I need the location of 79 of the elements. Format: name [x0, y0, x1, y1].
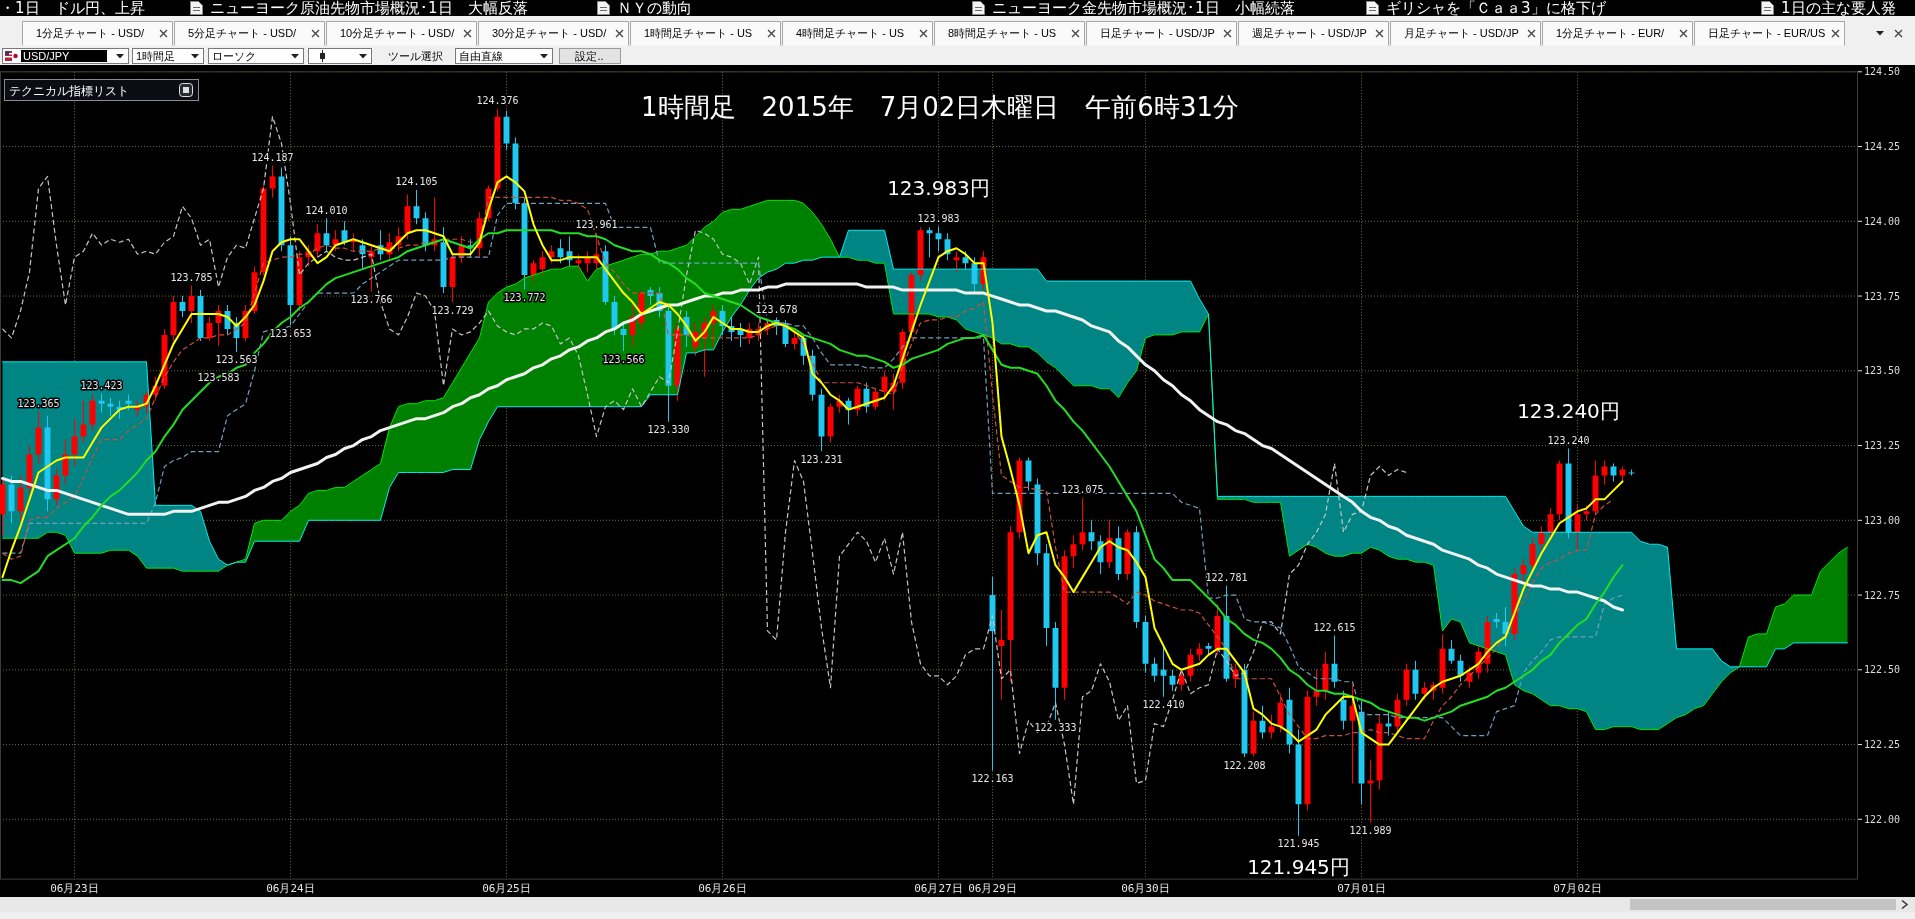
annotation: 123.983 — [917, 212, 960, 224]
text: 月足チャート - USD/JP — [1404, 27, 1519, 39]
x-tick-label: 06月29日 — [968, 882, 1017, 896]
annotation: 123.678 — [755, 304, 798, 316]
annotation: 121.989 — [1349, 825, 1392, 837]
y-tick-label: 122.50 — [1864, 664, 1901, 676]
annotation: 122.163 — [971, 773, 1014, 785]
text: ニューヨーク原油先物市場概況･1日 大幅反落 — [210, 0, 528, 17]
annotation: 123.961 — [575, 219, 618, 231]
text: ニューヨーク金先物市場概況･1日 小幅続落 — [992, 0, 1295, 17]
annotation: 123.983円 — [887, 176, 990, 201]
annotation: 122.781 — [1205, 572, 1248, 584]
y-tick-label: 122.75 — [1864, 589, 1901, 601]
x-tick-label: 06月30日 — [1121, 882, 1170, 896]
y-tick-label: 124.00 — [1864, 215, 1901, 227]
y-tick-label: 122.25 — [1864, 739, 1901, 751]
annotation: 123.330 — [647, 424, 690, 436]
text: 8時間足チャート - US — [948, 27, 1057, 39]
annotation: 121.945 — [1277, 838, 1320, 850]
text: 4時間足チャート - US — [796, 27, 905, 39]
y-tick-label: 122.00 — [1864, 813, 1901, 825]
x-tick-label: 07月01日 — [1337, 882, 1386, 896]
annotation: 121.945円 — [1247, 854, 1350, 879]
annotation: 124.187 — [251, 151, 294, 163]
text: 1時間足 2015年 7月02日木曜日 午前6時31分 — [641, 92, 1239, 122]
y-tick-label: 123.75 — [1864, 290, 1901, 302]
annotation: 123.240 — [1547, 435, 1590, 447]
y-tick-label: 124.25 — [1864, 141, 1901, 153]
text: ・1日 ドル円、上昇 — [0, 0, 145, 17]
x-tick-label: 06月25日 — [482, 882, 531, 896]
annotation: 123.075 — [1061, 484, 1104, 496]
text: 10分足チャート - USD/ — [340, 27, 456, 39]
x-tick-label: 06月23日 — [50, 882, 99, 896]
line-series — [2, 229, 1848, 668]
annotation: 124.010 — [305, 204, 348, 216]
annotation: 123.785 — [170, 272, 213, 284]
text: 30分足チャート - USD/ — [492, 27, 608, 39]
annotation: 123.231 — [800, 453, 843, 465]
text: 5分足チャート - USD/ — [188, 27, 298, 39]
text: 自由直線 — [459, 50, 503, 62]
annotation: 124.105 — [395, 176, 438, 188]
text: 設定.. — [575, 50, 604, 62]
x-tick-label: 06月27日 — [914, 882, 963, 896]
annotation: 122.208 — [1223, 759, 1266, 771]
y-tick-label: 124.50 — [1864, 66, 1901, 78]
y-tick-label: 123.50 — [1864, 365, 1901, 377]
y-tick-label: 123.25 — [1864, 440, 1901, 452]
annotation: 123.423 — [80, 380, 123, 392]
text: 1時間足チャート - US — [644, 27, 753, 39]
x-tick-label: 07月02日 — [1553, 882, 1602, 896]
annotation: 122.410 — [1142, 699, 1185, 711]
text: ツール選択 — [388, 50, 443, 62]
text: 1分足チャート - EUR/ — [1556, 27, 1666, 39]
line-series — [1, 282, 1624, 612]
text: 週足チャート - USD/JP — [1252, 27, 1367, 39]
annotation: 123.365 — [17, 397, 60, 409]
annotation: 122.333 — [1034, 722, 1077, 734]
annotation: 123.729 — [431, 304, 474, 316]
text: 1分足チャート - USD/ — [36, 27, 146, 39]
annotation: テクニカル指標リスト — [9, 84, 129, 98]
text: ギリシャを「Ｃａａ3」に格下げ — [1386, 0, 1607, 17]
annotation: 123.566 — [602, 353, 645, 365]
text: ＮＹの動向 — [617, 0, 692, 17]
text: 1日の主な要人発 — [1781, 0, 1896, 17]
annotation: 123.240円 — [1517, 398, 1620, 423]
annotation: 122.615 — [1313, 621, 1356, 633]
annotation: 123.772 — [503, 291, 546, 303]
text: 1時間足 — [136, 50, 176, 62]
annotation: 124.376 — [476, 95, 519, 107]
x-tick-label: 06月24日 — [266, 882, 315, 896]
text: USD/JPY — [23, 50, 71, 62]
text: 日足チャート - USD/JP — [1100, 27, 1215, 39]
x-tick-label: 06月26日 — [698, 882, 747, 896]
annotation: 123.766 — [350, 293, 393, 305]
candlestick — [998, 610, 1005, 700]
y-tick-label: 123.00 — [1864, 514, 1901, 526]
text: 日足チャート - EUR/US — [1708, 27, 1826, 39]
candlestick — [1367, 759, 1374, 823]
text: ローソク — [212, 50, 256, 62]
